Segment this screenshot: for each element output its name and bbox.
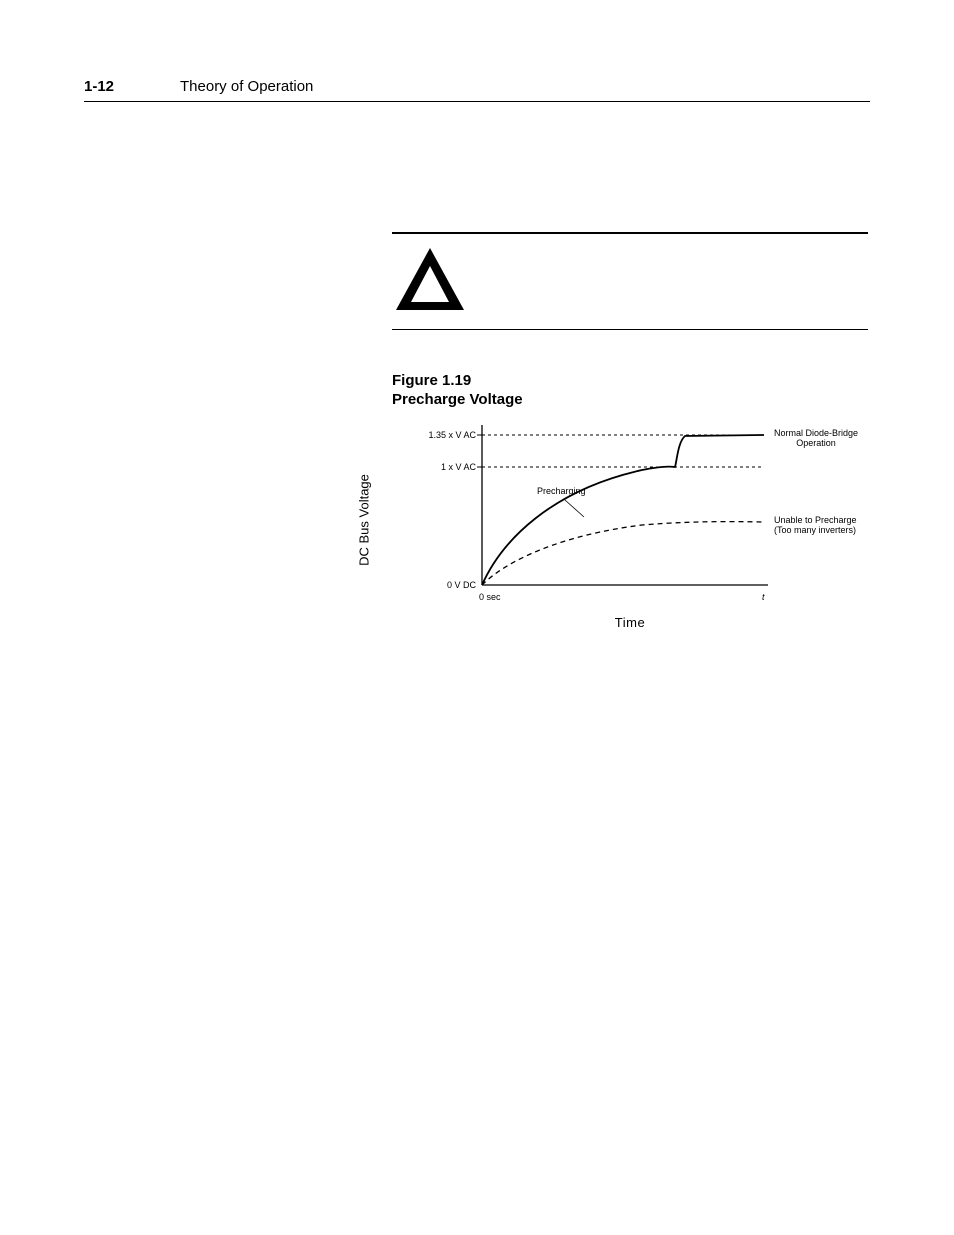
annot-normal-l2: Operation: [774, 438, 858, 448]
annot-unable: Unable to Precharge (Too many inverters): [774, 515, 857, 536]
ytick-bottom: 0 V DC: [447, 580, 476, 590]
y-axis-label: DC Bus Voltage: [357, 474, 372, 566]
ytick-mid: 1 x V AC: [441, 462, 476, 472]
annot-unable-l1: Unable to Precharge: [774, 515, 857, 525]
x-axis-label: Time: [615, 615, 645, 630]
page-header: 1-12 Theory of Operation: [84, 78, 870, 102]
figure-number: Figure 1.19: [392, 372, 870, 391]
ytick-top: 1.35 x V AC: [428, 430, 476, 440]
page-number: 1-12: [84, 78, 180, 95]
annot-normal-l1: Normal Diode-Bridge: [774, 428, 858, 438]
annot-precharging: Precharging: [537, 486, 586, 496]
annot-normal: Normal Diode-Bridge Operation: [774, 428, 858, 449]
attention-rule-bottom: [392, 329, 868, 330]
attention-icon: [392, 234, 870, 329]
annot-unable-l2: (Too many inverters): [774, 525, 856, 535]
xtick-left: 0 sec: [479, 592, 501, 602]
precharge-chart: DC Bus Voltage 1.35 x V AC 1 x V AC 0 V …: [392, 420, 868, 620]
xtick-right: t: [762, 592, 765, 602]
figure-title: Precharge Voltage: [392, 391, 870, 410]
chapter-title: Theory of Operation: [180, 78, 313, 95]
